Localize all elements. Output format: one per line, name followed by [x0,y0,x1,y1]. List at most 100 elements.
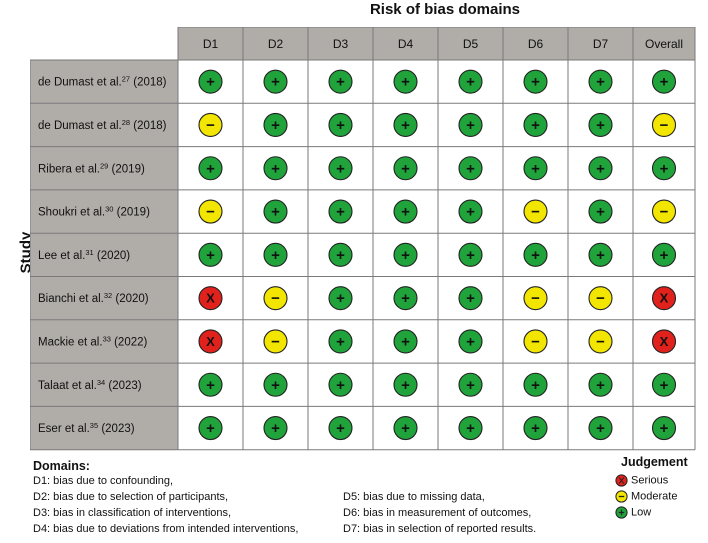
judgement-low-marker [651,415,677,441]
judgement-symbol: + [336,74,345,91]
legend: Domains: D1: bias due to confounding, D2… [33,455,703,542]
domain-d6: D6: bias in measurement of outcomes, [343,507,532,519]
moderate-icon [615,490,628,503]
judgement-symbol: + [271,74,280,91]
study-year: (2022) [111,336,148,348]
column-header-d2: D2 [268,37,284,51]
judgement-symbol: + [271,420,280,437]
legend-item-low: Low [615,506,651,519]
study-label: Ribera et al.29 (2019) [38,161,145,175]
judgement-symbol: X [660,334,669,349]
study-year: (2019) [113,207,150,219]
judgement-symbol: + [401,333,410,350]
judgement-symbol: + [466,420,475,437]
study-reference: 34 [97,378,105,387]
judgement-symbol: + [466,74,475,91]
judgement-low-marker [263,69,288,94]
judgement-symbol: + [336,204,345,221]
judgement-low-marker [588,372,613,397]
judgement-moderate-marker [523,329,548,354]
judgement-symbol: + [466,333,475,350]
judgement-moderate-marker [588,329,613,354]
judgement-symbol: − [660,204,669,221]
study-reference: 28 [122,118,130,127]
judgement-symbol: + [206,377,215,394]
judgement-symbol: − [596,290,605,307]
judgement-symbol: + [596,377,605,394]
judgement-low-marker [328,329,353,354]
judgement-symbol: + [596,117,605,134]
domain-d3: D3: bias in classification of interventi… [33,507,232,519]
study-author: Ribera et al. [38,163,100,175]
judgement-low-marker [263,415,288,441]
judgement-symbol: + [596,160,605,177]
column-header-d5: D5 [463,37,479,51]
study-year: (2020) [94,250,131,262]
judgement-symbol: + [401,290,410,307]
judgement-symbol: + [466,377,475,394]
judgement-symbol: − [660,117,669,134]
judgement-symbol: + [660,74,669,91]
judgement-low-marker [263,112,288,137]
judgement-symbol: + [336,333,345,350]
judgement-low-marker [328,372,353,397]
judgement-symbol: + [401,420,410,437]
judgement-low-marker [523,156,548,181]
judgement-symbol: + [401,160,410,177]
judgement-symbol: + [271,117,280,134]
judgement-low-marker [458,69,483,94]
judgement-symbol: + [596,74,605,91]
domain-d1: D1: bias due to confounding, [33,475,174,487]
judgement-symbol: + [336,247,345,264]
judgement-low-marker [458,199,483,224]
judgement-symbol: + [466,204,475,221]
judgement-symbol: + [531,74,540,91]
judgement-low-marker [458,286,483,311]
judgement-symbol: + [531,160,540,177]
judgement-symbol: − [271,333,280,350]
judgement-low-marker [458,242,483,267]
judgement-low-marker [328,69,353,94]
judgement-low-marker [651,69,677,94]
judgement-symbol: + [401,204,410,221]
judgement-symbol: + [660,247,669,264]
judgement-symbol: − [596,333,605,350]
judgement-low-marker [588,112,613,137]
column-header-d4: D4 [398,37,414,51]
legend-label-low: Low [631,506,652,519]
study-label: Talaat et al.34 (2023) [38,378,142,392]
study-author: Mackie et al. [38,336,103,348]
study-label: Lee et al.31 (2020) [38,248,130,262]
judgement-symbol: − [531,204,540,221]
judgement-symbol: − [531,333,540,350]
judgement-serious-marker [198,329,223,354]
judgement-symbol: + [271,377,280,394]
judgement-moderate-marker [263,286,288,311]
judgement-low-marker [458,329,483,354]
judgement-low-marker [651,242,677,267]
study-reference: 30 [105,205,113,214]
study-author: Lee et al. [38,250,85,262]
judgement-symbol: + [660,420,669,437]
judgement-low-marker [328,156,353,181]
study-label: Shoukri et al.30 (2019) [38,205,150,219]
study-label: de Dumast et al.28 (2018) [38,118,167,132]
judgement-low-marker [651,372,677,397]
judgement-low-marker [198,69,223,94]
study-year: (2023) [98,423,135,435]
judgement-low-marker [523,112,548,137]
judgement-symbol: + [596,420,605,437]
judgement-low-marker [588,415,613,441]
judgement-symbol: + [596,204,605,221]
judgement-symbol: + [206,247,215,264]
study-label: Mackie et al.33 (2022) [38,334,148,348]
judgement-low-marker [263,242,288,267]
judgement-symbol: − [206,204,215,221]
legend-label-moderate: Moderate [631,490,678,503]
judgement-symbol: + [596,247,605,264]
judgement-symbol: + [660,377,669,394]
judgement-symbol: X [206,334,215,349]
judgement-symbol: + [206,160,215,177]
judgement-symbol: + [336,290,345,307]
judgement-symbol: + [336,420,345,437]
